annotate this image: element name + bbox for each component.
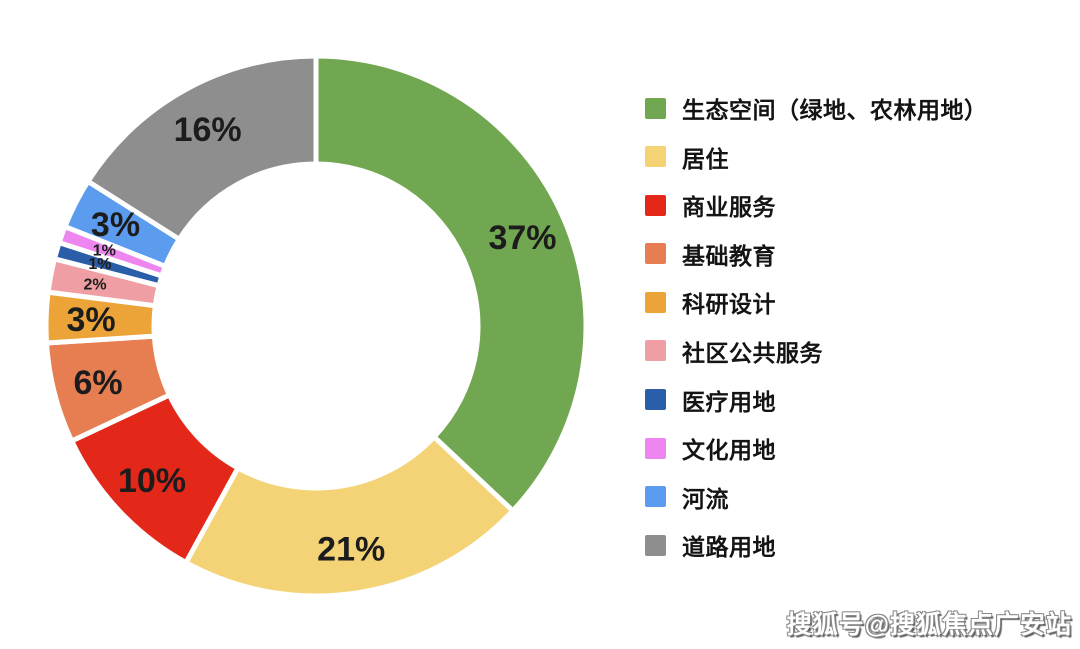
legend-label: 社区公共服务 (682, 339, 823, 366)
slice-percentage-label: 1% (88, 256, 111, 273)
slice-percentage-label: 1% (93, 243, 116, 260)
slice-percentage-label: 3% (91, 206, 140, 244)
slice-percentage-label: 37% (488, 219, 556, 257)
legend-item: 河流 (645, 483, 988, 512)
legend-swatch (645, 486, 666, 508)
donut-chart: 37%21%10%6%3%2%1%1%3%16% (46, 53, 589, 599)
pie-slice (313, 53, 589, 515)
legend: 生态空间（绿地、农林用地） 居住商业服务基础教育科研设计社区公共服务 医疗用地文化用… (645, 94, 988, 580)
pie-slice (84, 53, 319, 243)
slice-percentage-label: 21% (317, 530, 385, 568)
slice-percentage-label: 16% (174, 111, 242, 149)
legend-label: 居住 (682, 145, 729, 172)
legend-item: 道路用地 (645, 531, 988, 561)
legend-item: 科研设计 (645, 288, 988, 318)
legend-label: 生态空间（绿地、农林用地） (682, 97, 988, 123)
legend-swatch (645, 97, 666, 119)
legend-swatch (645, 146, 666, 168)
legend-item: 居住 (645, 143, 988, 172)
legend-swatch (645, 291, 666, 313)
legend-item: 基础教育 (645, 240, 988, 269)
slice-percentage-label: 10% (118, 462, 186, 500)
legend-label: 科研设计 (682, 291, 776, 318)
slice-percentage-label: 2% (83, 277, 106, 294)
legend-item: 社区公共服务 (645, 337, 988, 366)
legend-item: 生态空间（绿地、农林用地） (645, 94, 988, 123)
legend-label: 基础教育 (682, 242, 776, 269)
legend-swatch (645, 340, 666, 362)
legend-item: 文化用地 (645, 434, 988, 464)
legend-label: 医疗用地 (682, 388, 776, 415)
legend-swatch (645, 243, 666, 265)
legend-label: 商业服务 (682, 194, 776, 221)
legend-label: 道路用地 (682, 534, 776, 561)
pie-slice (182, 433, 517, 599)
legend-label: 河流 (682, 485, 729, 512)
legend-item: 商业服务 (645, 191, 988, 221)
legend-swatch (645, 389, 666, 411)
slice-percentage-label: 3% (67, 301, 116, 339)
slice-percentage-label: 6% (74, 364, 123, 402)
legend-label: 文化用地 (682, 437, 776, 464)
watermark: 搜狐号@搜狐焦点广安站 (786, 611, 1072, 639)
legend-swatch (645, 437, 666, 459)
legend-swatch (645, 534, 666, 556)
legend-swatch (645, 194, 666, 216)
legend-item: 医疗用地 (645, 386, 988, 415)
